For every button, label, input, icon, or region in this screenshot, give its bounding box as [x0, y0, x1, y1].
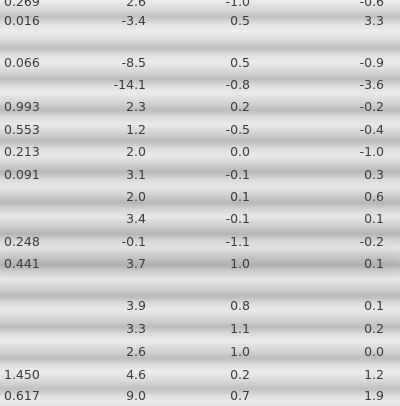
cell-col-2: 2.6	[126, 344, 146, 359]
table-row: 0.248 -0.1 -1.1 -0.2	[0, 232, 400, 252]
cell-col-4: -0.9	[359, 55, 384, 70]
cell-col-4: 0.2	[364, 321, 384, 336]
cell-col-1: 0.066	[4, 55, 40, 70]
cell-col-4: -0.4	[359, 122, 384, 137]
cell-col-3: 0.5	[230, 13, 250, 28]
cell-col-3: 0.8	[230, 298, 250, 313]
scan-artifact-band	[0, 250, 400, 274]
cell-col-4: 1.9	[364, 388, 384, 403]
table-row: 0.066 -8.5 0.5 -0.9	[0, 53, 400, 73]
cell-col-3: -0.1	[225, 211, 250, 226]
cell-col-3: 0.7	[230, 388, 250, 403]
cell-col-2: -8.5	[121, 55, 146, 70]
cell-col-1: 0.441	[4, 256, 40, 271]
cell-col-2: 9.0	[126, 388, 146, 403]
cell-col-2: 4.6	[126, 367, 146, 382]
cell-col-3: -1.0	[225, 0, 250, 9]
cell-col-3: 1.0	[230, 344, 250, 359]
cell-col-2: 3.9	[126, 298, 146, 313]
cell-col-3: 1.1	[230, 321, 250, 336]
cell-col-2: 3.4	[126, 211, 146, 226]
cell-col-1: 0.993	[4, 99, 40, 114]
table-row: 1.450 4.6 0.2 1.2	[0, 365, 400, 385]
table-row: 3.4 -0.1 0.1	[0, 209, 400, 229]
table-row: 3.9 0.8 0.1	[0, 296, 400, 316]
cell-col-2: 2.0	[126, 189, 146, 204]
cell-col-2: 3.7	[126, 256, 146, 271]
cell-col-4: 0.6	[364, 189, 384, 204]
cell-col-3: 0.2	[230, 99, 250, 114]
table-row: 0.269 2.6 -1.0 -0.6	[0, 0, 400, 12]
cell-col-4: 0.1	[364, 256, 384, 271]
cell-col-1: 1.450	[4, 367, 40, 382]
cell-col-2: 2.3	[126, 99, 146, 114]
table-row: 0.441 3.7 1.0 0.1	[0, 254, 400, 274]
cell-col-3: -0.5	[225, 122, 250, 137]
cell-col-3: 0.5	[230, 55, 250, 70]
cell-col-2: -0.1	[121, 234, 146, 249]
table-row: -14.1 -0.8 -3.6	[0, 75, 400, 95]
cell-col-4: 1.2	[364, 367, 384, 382]
cell-col-4: -1.0	[359, 144, 384, 159]
cell-col-4: 0.1	[364, 298, 384, 313]
table-row: 0.993 2.3 0.2 -0.2	[0, 97, 400, 117]
cell-col-1: 0.553	[4, 122, 40, 137]
cell-col-3: 0.0	[230, 144, 250, 159]
cell-col-3: 1.0	[230, 256, 250, 271]
cell-col-1: 0.016	[4, 13, 40, 28]
cell-col-2: 2.0	[126, 144, 146, 159]
cell-col-2: 3.3	[126, 321, 146, 336]
cell-col-2: -14.1	[113, 77, 146, 92]
cell-col-3: -0.8	[225, 77, 250, 92]
cell-col-4: -3.6	[359, 77, 384, 92]
cell-col-4: 3.3	[364, 13, 384, 28]
cell-col-3: 0.2	[230, 367, 250, 382]
cell-col-4: -0.2	[359, 234, 384, 249]
cell-col-4: 0.0	[364, 344, 384, 359]
cell-col-1: 0.248	[4, 234, 40, 249]
cell-col-3: -0.1	[225, 167, 250, 182]
table-row: 2.6 1.0 0.0	[0, 342, 400, 362]
table-row: 0.016 -3.4 0.5 3.3	[0, 11, 400, 31]
table-row: 0.617 9.0 0.7 1.9	[0, 386, 400, 406]
cell-col-1: 0.269	[4, 0, 40, 9]
table-row: 3.3 1.1 0.2	[0, 319, 400, 339]
cell-col-2: 1.2	[126, 122, 146, 137]
table-row: 0.091 3.1 -0.1 0.3	[0, 165, 400, 185]
cell-col-4: 0.3	[364, 167, 384, 182]
cell-col-3: 0.1	[230, 189, 250, 204]
cell-col-1: 0.213	[4, 144, 40, 159]
table-row: 0.213 2.0 0.0 -1.0	[0, 142, 400, 162]
cell-col-4: -0.6	[359, 0, 384, 9]
cell-col-2: 2.6	[126, 0, 146, 9]
cell-col-1: 0.091	[4, 167, 40, 182]
cell-col-4: -0.2	[359, 99, 384, 114]
cell-col-4: 0.1	[364, 211, 384, 226]
cell-col-2: 3.1	[126, 167, 146, 182]
cell-col-1: 0.617	[4, 388, 40, 403]
table-row: 2.0 0.1 0.6	[0, 187, 400, 207]
cell-col-2: -3.4	[121, 13, 146, 28]
cell-col-3: -1.1	[225, 234, 250, 249]
table-row: 0.553 1.2 -0.5 -0.4	[0, 120, 400, 140]
